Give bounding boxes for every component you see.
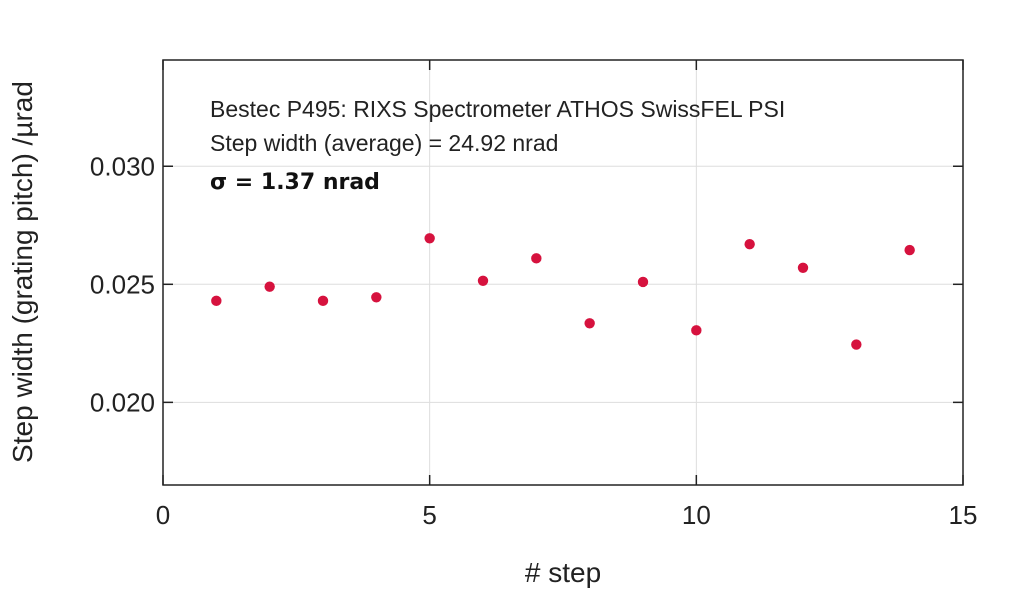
data-points (211, 233, 915, 350)
grid (163, 60, 963, 485)
data-point (584, 318, 595, 329)
data-point (371, 292, 382, 303)
annotation-sigma: σ = 1.37 nrad (210, 170, 380, 195)
data-point (904, 244, 915, 256)
plot-frame (162, 59, 964, 486)
x-tick-label: 0 (156, 500, 170, 530)
y-axis-label: Step width (grating pitch) /µrad (7, 81, 38, 463)
data-point (317, 295, 329, 307)
y-tick-label: 0.030 (90, 151, 155, 181)
data-point (691, 325, 702, 336)
x-tick-label: 10 (682, 500, 711, 530)
data-point (797, 262, 809, 273)
data-point (264, 281, 275, 292)
x-tick-label: 5 (422, 500, 436, 530)
data-point (477, 275, 489, 286)
data-point (851, 339, 862, 350)
annotation-title: Bestec P495: RIXS Spectrometer ATHOS Swi… (210, 96, 785, 122)
y-tick-label: 0.020 (90, 387, 155, 417)
data-point (424, 233, 435, 244)
data-point (744, 238, 755, 250)
x-axis-label: # step (525, 557, 601, 588)
x-tick-label: 15 (949, 500, 978, 530)
y-tick-label: 0.025 (90, 269, 155, 299)
annotation-average: Step width (average) = 24.92 nrad (210, 130, 558, 156)
data-point (531, 253, 542, 264)
axis-ticks: 0 5 10 15 0.020 0.025 0.030 (90, 60, 978, 530)
data-point (211, 295, 222, 307)
data-point (637, 276, 649, 288)
